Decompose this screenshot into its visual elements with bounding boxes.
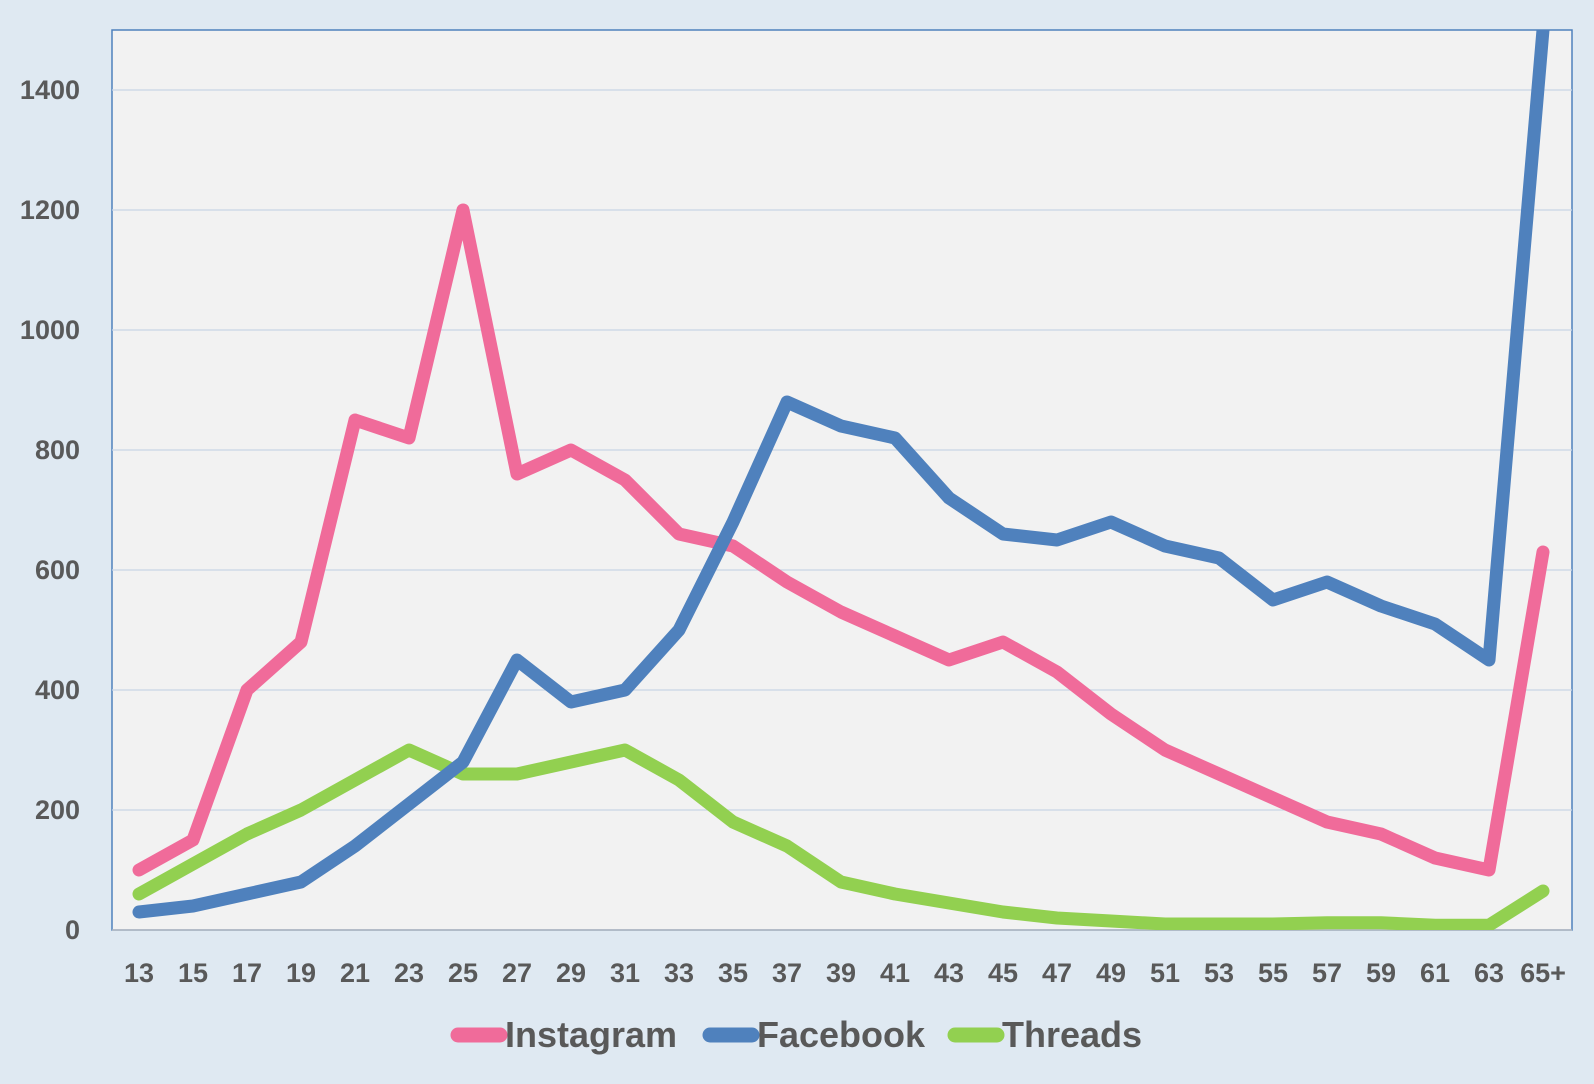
x-tick-label: 33: [664, 958, 694, 988]
x-tick-label: 25: [448, 958, 478, 988]
x-tick-label: 35: [718, 958, 748, 988]
series-lines: [132, 30, 1550, 930]
x-tick-label: 17: [232, 958, 262, 988]
series-line-facebook: [132, 30, 1550, 919]
x-tick-label: 23: [394, 958, 424, 988]
legend-label-instagram: Instagram: [505, 1014, 677, 1055]
y-tick-label: 200: [35, 795, 80, 825]
x-tick-label: 63: [1474, 958, 1504, 988]
x-tick-label: 27: [502, 958, 532, 988]
x-tick-label: 57: [1312, 958, 1342, 988]
x-tick-label: 19: [286, 958, 316, 988]
legend-label-threads: Threads: [1002, 1014, 1142, 1055]
gridlines: [112, 89, 1572, 931]
x-tick-label: 41: [880, 958, 910, 988]
x-tick-label: 51: [1150, 958, 1180, 988]
x-tick-label: 53: [1204, 958, 1234, 988]
x-tick-label: 31: [610, 958, 640, 988]
y-tick-label: 800: [35, 435, 80, 465]
y-tick-label: 400: [35, 675, 80, 705]
x-axis-ticks: 13 15 17 19 21 23 25 27 29 31 33 35 37 39 41 43 45 47 49 51…: [124, 958, 1566, 988]
x-tick-label: 59: [1366, 958, 1396, 988]
series-line-instagram: [132, 203, 1550, 877]
legend-label-facebook: Facebook: [757, 1014, 926, 1055]
y-tick-label: 1200: [20, 195, 80, 225]
y-tick-label: 1400: [20, 75, 80, 105]
x-tick-label: 37: [772, 958, 802, 988]
x-tick-label: 43: [934, 958, 964, 988]
x-tick-label: 47: [1042, 958, 1072, 988]
x-tick-label: 39: [826, 958, 856, 988]
x-tick-label: 45: [988, 958, 1018, 988]
y-tick-label: 0: [65, 915, 80, 945]
y-tick-label: 1000: [20, 315, 80, 345]
x-tick-label: 13: [124, 958, 154, 988]
x-tick-label: 29: [556, 958, 586, 988]
x-tick-label: 21: [340, 958, 370, 988]
y-tick-label: 600: [35, 555, 80, 585]
x-tick-label: 15: [178, 958, 208, 988]
y-axis-ticks: 0 200 400 600 800 1000 1200 1400: [20, 75, 80, 945]
series-line-threads: [132, 743, 1550, 930]
legend: Instagram Facebook Threads: [450, 1014, 1142, 1055]
x-tick-label: 65+: [1520, 958, 1566, 988]
x-tick-label: 55: [1258, 958, 1288, 988]
x-tick-label: 61: [1420, 958, 1450, 988]
x-tick-label: 49: [1096, 958, 1126, 988]
